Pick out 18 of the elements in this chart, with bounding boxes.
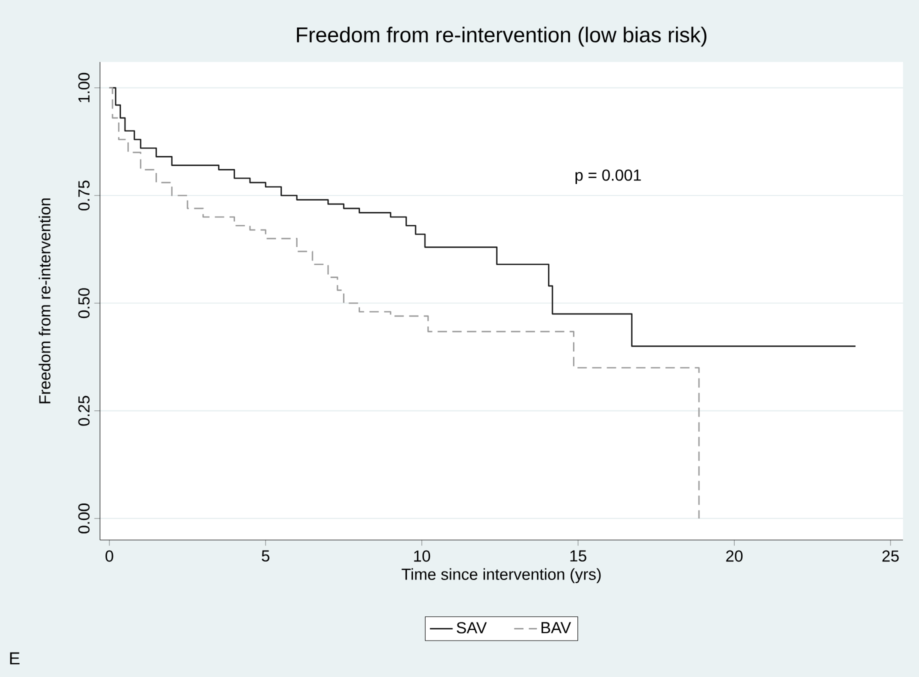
legend-label: SAV — [456, 622, 487, 634]
y-tick-label: 1.00 — [78, 72, 90, 102]
chart-title: Freedom from re-intervention (low bias risk) — [296, 26, 706, 47]
x-tick-label: 0 — [106, 550, 114, 562]
x-axis-title: Time since intervention (yrs) — [402, 568, 601, 584]
x-tick-label: 15 — [570, 550, 586, 562]
y-tick-label: 0.00 — [78, 504, 90, 534]
x-tick-label: 20 — [726, 550, 743, 562]
y-tick-label: 0.50 — [78, 288, 90, 318]
annotation: p = 0.001 — [576, 169, 641, 184]
x-tick-label: 5 — [262, 550, 270, 562]
legend-label: BAV — [542, 622, 572, 634]
y-axis-title: Freedom from re-intervention — [38, 198, 50, 404]
y-tick-label: 0.25 — [78, 396, 90, 426]
y-tick-label: 0.75 — [78, 180, 90, 210]
x-tick-label: 25 — [882, 550, 899, 562]
text: E — [10, 652, 20, 664]
x-tick-label: 10 — [414, 550, 430, 562]
